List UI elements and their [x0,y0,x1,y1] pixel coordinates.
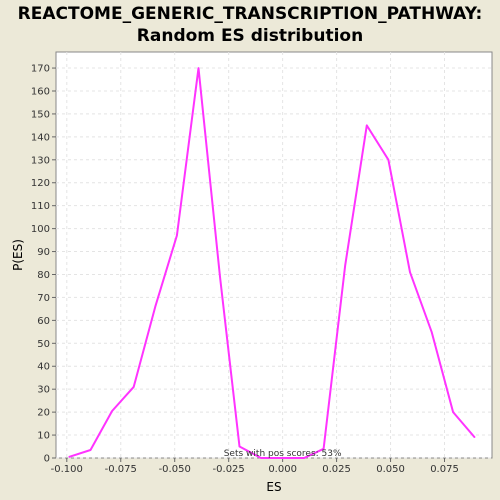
data-point [176,234,178,237]
y-tick-label: 70 [37,293,50,304]
es-distribution-line [68,67,476,459]
y-tick-label: 30 [37,385,50,396]
y-tick-label: 130 [31,155,50,166]
x-axis-title: ES [266,480,281,494]
y-tick-label: 40 [37,362,50,373]
x-tick-label: 0.025 [322,464,351,475]
chart-title: REACTOME_GENERIC_TRANSCRIPTION_PATHWAY: … [0,3,500,47]
x-tick-label: 0.000 [268,464,297,475]
data-point [154,306,156,308]
x-tick-label: -0.025 [213,464,245,475]
y-tick-label: 110 [31,201,50,212]
y-tick-label: 140 [31,132,50,143]
data-point [219,276,221,278]
y-tick-label: 60 [37,316,50,327]
x-tick-label: 0.075 [430,464,459,475]
data-point [409,271,411,273]
data-point [111,410,113,412]
y-tick-label: 80 [37,270,50,281]
x-tick-label: -0.050 [159,464,191,475]
chart-title-line-1: REACTOME_GENERIC_TRANSCRIPTION_PATHWAY: [17,4,483,24]
plot-area [55,51,493,459]
data-point [282,457,284,459]
y-tick-label: 170 [31,64,50,75]
chart-title-line-2: Random ES distribution [136,26,364,46]
data-point [303,457,305,459]
data-point [474,436,476,438]
x-axis-ticks: -0.100 -0.075 -0.050 -0.025 0.000 0.025 0.050 0… [51,458,459,475]
data-point [323,448,325,450]
x-tick-label: -0.075 [105,464,137,475]
data-point [260,457,262,459]
y-tick-label: 150 [31,109,50,120]
y-tick-label: 100 [31,224,50,235]
x-tick-label: -0.100 [51,464,83,475]
data-point [387,159,389,161]
data-point [68,456,70,458]
grid-lines [56,52,492,459]
y-axis-title: P(ES) [11,239,25,271]
x-tick-label: 0.050 [376,464,405,475]
data-point [430,331,433,333]
series-layer [68,67,476,459]
y-tick-label: 0 [44,454,50,465]
data-point [366,124,368,127]
y-tick-label: 90 [37,247,50,258]
data-point [344,264,346,266]
y-tick-label: 120 [31,178,50,189]
y-tick-label: 10 [37,431,50,442]
pos-scores-annotation: Sets with pos scores: 53% [224,449,342,459]
y-tick-label: 160 [31,86,50,97]
y-axis-ticks: 0 10 20 30 40 50 60 70 80 90 100 110 120 130 140 150 160… [31,64,56,465]
data-point [238,445,241,448]
data-point [133,386,135,388]
data-point [452,411,454,413]
data-point [197,67,200,69]
data-point [89,449,92,451]
y-tick-label: 20 [37,408,50,419]
y-tick-label: 50 [37,339,50,350]
